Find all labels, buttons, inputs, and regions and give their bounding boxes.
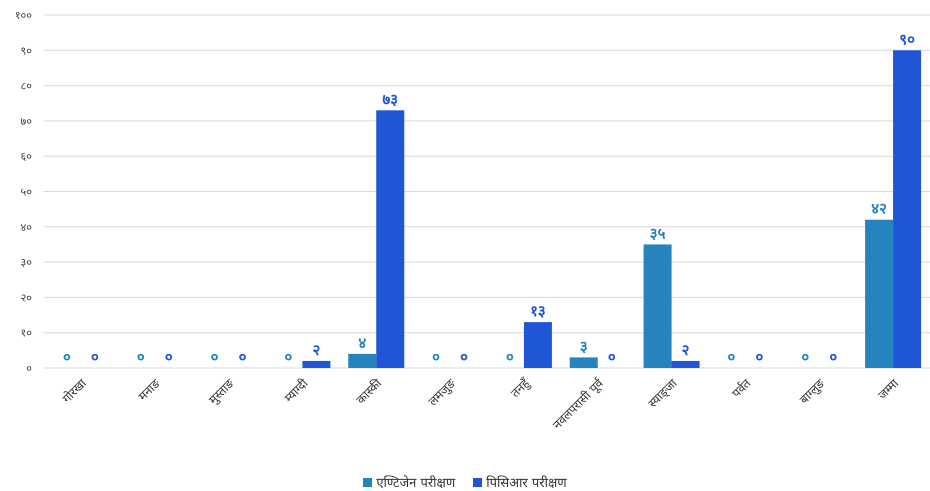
x-tick-label: मुस्ताङ xyxy=(206,376,238,408)
x-tick-label: स्याङ्जा xyxy=(645,376,681,412)
y-tick-label: ९० xyxy=(21,44,33,57)
data-label: ० xyxy=(460,348,468,366)
data-label: ० xyxy=(728,348,736,366)
bar xyxy=(643,244,672,368)
y-tick-label: ७० xyxy=(21,115,33,128)
data-label: ० xyxy=(506,348,514,366)
y-tick-label: ६० xyxy=(21,150,33,163)
data-label: ९० xyxy=(899,30,915,48)
bar xyxy=(865,219,894,368)
data-label: ० xyxy=(829,348,837,366)
data-label: १३ xyxy=(530,302,546,320)
data-label: ० xyxy=(285,348,293,366)
data-label: ४ xyxy=(358,334,366,352)
y-tick-label: ८० xyxy=(21,80,33,93)
x-tick-label: पर्वत xyxy=(729,375,754,400)
bar xyxy=(302,360,331,368)
data-label: ० xyxy=(608,348,616,366)
data-label: ३५ xyxy=(650,224,666,242)
data-label: ० xyxy=(432,348,440,366)
data-label: २ xyxy=(313,341,321,359)
data-label: ४२ xyxy=(871,200,887,218)
legend-item-pcr: पिसिआर परीक्षण xyxy=(473,473,567,491)
x-tick-label: कास्की xyxy=(354,376,385,407)
legend: एण्टिजेन परीक्षण पिसिआर परीक्षण xyxy=(0,473,930,491)
y-tick-label: २० xyxy=(21,291,33,304)
bar xyxy=(671,360,700,368)
data-label: ० xyxy=(211,348,219,366)
data-label: ० xyxy=(239,348,247,366)
data-label: ० xyxy=(165,348,173,366)
y-tick-label: ३० xyxy=(21,256,33,269)
bar xyxy=(376,110,405,368)
x-tick-label: गोरखा xyxy=(60,376,90,406)
x-tick-label: म्याग्दी xyxy=(282,376,311,405)
bar xyxy=(348,353,377,368)
data-label: ७३ xyxy=(382,90,398,108)
y-tick-label: ४० xyxy=(21,221,33,234)
legend-swatch-antigen xyxy=(363,477,373,487)
y-tick-label: १० xyxy=(21,327,33,340)
legend-label-pcr: पिसिआर परीक्षण xyxy=(486,476,567,491)
data-label: ० xyxy=(91,348,99,366)
x-tick-label: लमजुङ xyxy=(426,376,459,409)
bar xyxy=(569,357,598,368)
x-tick-label: मनाङ xyxy=(136,376,164,404)
x-tick-label: तनहुँ xyxy=(508,375,533,400)
bar xyxy=(893,50,922,369)
legend-item-antigen: एण्टिजेन परीक्षण xyxy=(363,473,455,491)
bar xyxy=(523,322,552,368)
y-tick-label: ५० xyxy=(21,186,33,199)
x-tick-label: बाग्लुङ xyxy=(797,376,828,407)
data-label: ३ xyxy=(580,337,588,355)
x-tick-label: नवलपरासी पूर्व xyxy=(550,376,607,433)
data-label: ० xyxy=(137,348,145,366)
data-label: २ xyxy=(682,341,690,359)
y-tick-label: ० xyxy=(26,362,32,375)
data-label: ० xyxy=(756,348,764,366)
legend-label-antigen: एण्टिजेन परीक्षण xyxy=(376,476,456,491)
data-label: ० xyxy=(801,348,809,366)
y-tick-label: १०० xyxy=(15,9,32,22)
data-label: ० xyxy=(63,348,71,366)
legend-swatch-pcr xyxy=(473,477,483,487)
x-tick-label: जम्मा xyxy=(875,376,902,403)
